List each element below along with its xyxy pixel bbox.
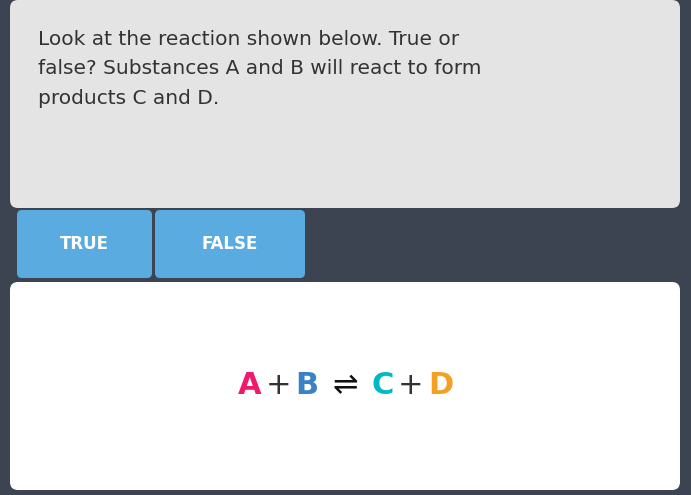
FancyBboxPatch shape (155, 210, 305, 278)
Text: FALSE: FALSE (202, 235, 258, 253)
Text: +: + (398, 372, 424, 400)
Text: A: A (238, 372, 262, 400)
Text: TRUE: TRUE (60, 235, 109, 253)
Text: B: B (295, 372, 319, 400)
FancyBboxPatch shape (10, 0, 680, 208)
Text: ⇌: ⇌ (332, 372, 358, 400)
Text: C: C (372, 372, 394, 400)
FancyBboxPatch shape (10, 282, 680, 490)
Text: +: + (265, 372, 291, 400)
FancyBboxPatch shape (17, 210, 152, 278)
Text: D: D (428, 372, 453, 400)
Text: Look at the reaction shown below. True or
false? Substances A and B will react t: Look at the reaction shown below. True o… (38, 30, 482, 108)
